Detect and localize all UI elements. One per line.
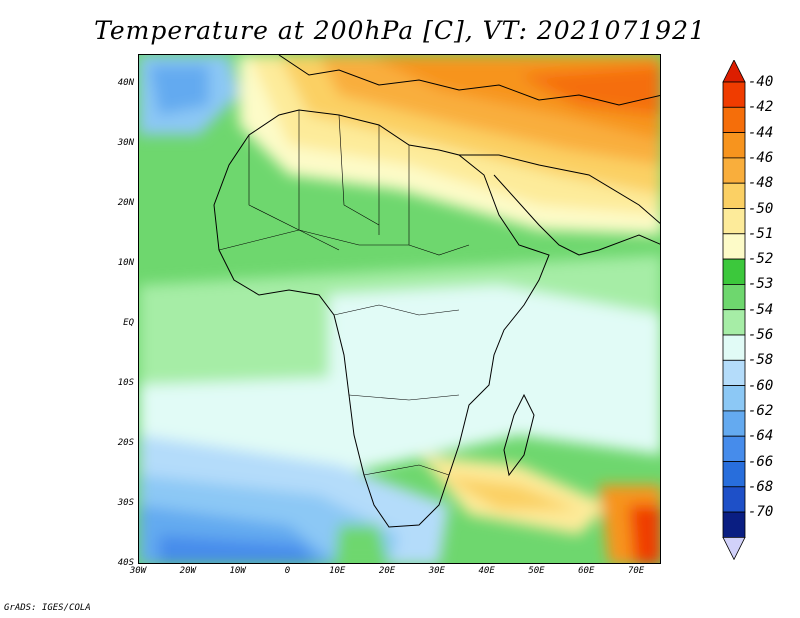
lon-tick-label: 50E xyxy=(528,566,545,576)
colorbar-swatch xyxy=(722,258,746,285)
lat-tick-label: 40S xyxy=(117,558,134,568)
lon-tick-label: 20W xyxy=(179,566,196,576)
colorbar-level-label: -58 xyxy=(748,352,774,369)
colorbar: -40 -42 -44 -46 -48 -50 -51 -52 -53 -54 -56 -58 -60 -… xyxy=(720,60,800,560)
colorbar-top-arrow xyxy=(722,60,746,83)
colorbar-level-label: -62 xyxy=(748,402,774,419)
colorbar-level-label: -70 xyxy=(748,504,774,521)
coastline xyxy=(213,55,660,528)
lon-tick-label: 60E xyxy=(578,566,595,576)
colorbar-level-label: -68 xyxy=(748,478,774,495)
colorbar-level-label: -52 xyxy=(748,251,774,268)
colorbar-swatch xyxy=(722,359,746,386)
temperature-shading xyxy=(139,55,660,563)
colorbar-swatch xyxy=(722,233,746,260)
colorbar-level-label: -50 xyxy=(748,200,774,217)
map-plot-area xyxy=(138,54,661,564)
lat-tick-label: 10N xyxy=(117,258,134,268)
lat-tick-label: 40N xyxy=(117,78,134,88)
lat-tick-label: 20S xyxy=(117,438,134,448)
colorbar-swatch xyxy=(722,486,746,513)
colorbar-swatch xyxy=(722,283,746,311)
colorbar-swatch xyxy=(722,511,746,538)
lon-tick-label: 30E xyxy=(428,566,445,576)
colorbar-swatch xyxy=(722,461,746,488)
colorbar-swatch xyxy=(722,385,746,412)
colorbar-level-label: -44 xyxy=(748,124,774,141)
credit-text: GrADS: IGES/COLA xyxy=(4,603,91,613)
colorbar-swatch xyxy=(722,157,746,184)
lat-tick-label: 10S xyxy=(117,378,134,388)
lat-tick-label: 20N xyxy=(117,198,134,208)
lat-tick-label: 30N xyxy=(117,138,134,148)
lon-tick-label: 10E xyxy=(329,566,346,576)
colorbar-swatch xyxy=(722,182,746,209)
colorbar-swatch xyxy=(722,132,746,159)
colorbar-swatch xyxy=(722,435,746,462)
colorbar-swatch xyxy=(722,309,746,336)
colorbar-swatch xyxy=(722,208,746,235)
colorbar-level-label: -66 xyxy=(748,453,774,470)
lon-tick-label: 70E xyxy=(627,566,645,576)
colorbar-level-label: -42 xyxy=(748,99,774,116)
colorbar-swatch xyxy=(722,334,746,361)
colorbar-level-label: -60 xyxy=(748,377,774,394)
colorbar-level-label: -53 xyxy=(748,276,774,293)
colorbar-level-label: -56 xyxy=(748,327,774,343)
lon-tick-label: 0 xyxy=(284,566,291,576)
colorbar-swatch xyxy=(722,410,746,437)
colorbar-level-label: -54 xyxy=(748,301,774,318)
lon-tick-label: 10W xyxy=(229,566,246,576)
lon-tick-label: 40E xyxy=(478,566,495,576)
lat-tick-label: EQ xyxy=(123,318,134,328)
country-borders xyxy=(218,110,470,476)
colorbar-swatches xyxy=(722,60,746,560)
colorbar-level-label: -64 xyxy=(748,428,774,445)
colorbar-swatch xyxy=(722,106,746,133)
colorbar-level-label: -51 xyxy=(748,225,774,242)
lon-tick-label: 30W xyxy=(129,566,147,576)
lat-tick-label: 30S xyxy=(117,498,134,508)
colorbar-swatch xyxy=(722,81,746,108)
colorbar-bottom-arrow xyxy=(722,536,746,560)
temperature-field xyxy=(139,55,660,563)
lon-tick-label: 20E xyxy=(378,566,396,576)
colorbar-level-label: -48 xyxy=(748,175,774,192)
map-title: Temperature at 200hPa [C], VT: 202107192… xyxy=(94,16,706,45)
colorbar-level-label: -46 xyxy=(748,149,774,166)
colorbar-level-label: -40 xyxy=(748,74,774,90)
